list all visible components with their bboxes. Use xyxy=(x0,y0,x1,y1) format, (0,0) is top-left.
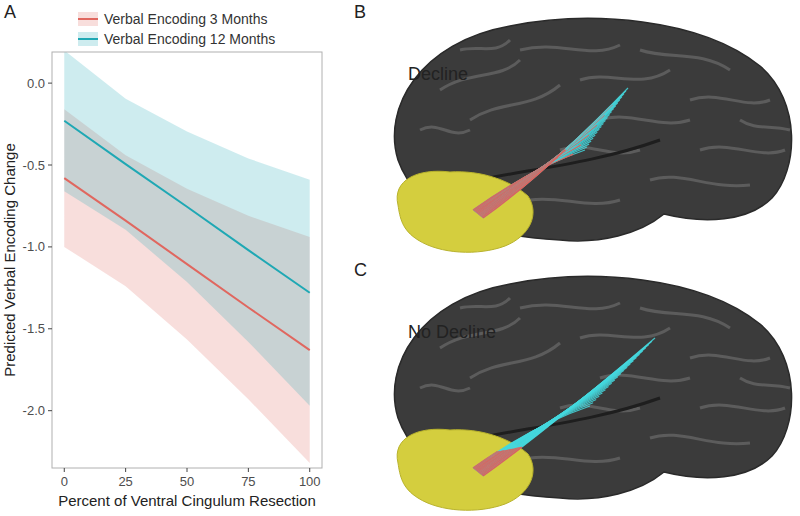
sulcus xyxy=(470,140,660,182)
y-tick-label: -1.5 xyxy=(23,321,45,336)
x-tick-label: 25 xyxy=(118,474,132,489)
x-tick xyxy=(64,468,65,472)
gyrus xyxy=(640,308,730,328)
x-tick-label: 75 xyxy=(241,474,255,489)
y-tick-label: -2.0 xyxy=(23,403,45,418)
gyrus xyxy=(650,435,750,444)
tract-fiber xyxy=(483,338,655,476)
confidence-band xyxy=(64,52,309,406)
y-tick xyxy=(48,165,52,166)
tract-fiber xyxy=(483,88,628,218)
legend-line xyxy=(78,18,98,20)
gyrus xyxy=(580,70,670,80)
gyrus xyxy=(520,303,620,309)
x-tick xyxy=(248,468,249,472)
x-tick-label: 100 xyxy=(299,474,321,489)
gyrus xyxy=(690,97,770,103)
y-tick xyxy=(48,410,52,411)
gyrus xyxy=(470,343,560,378)
gyrus xyxy=(740,378,790,388)
legend-label: Verbal Encoding 3 Months xyxy=(104,11,267,27)
tract-fiber xyxy=(483,91,626,218)
legend-line xyxy=(78,38,98,40)
tract-resected xyxy=(483,88,628,218)
tract-resected xyxy=(483,338,655,476)
tract-fiber xyxy=(482,94,624,217)
gyrus xyxy=(690,355,770,361)
trend-line xyxy=(64,121,309,293)
gyrus xyxy=(470,85,560,120)
y-tick xyxy=(48,83,52,84)
x-tick xyxy=(309,468,310,472)
legend-label: Verbal Encoding 12 Months xyxy=(104,31,275,47)
brain-panel: B Decline xyxy=(354,2,792,252)
temporal-region xyxy=(397,429,533,510)
gyrus xyxy=(420,385,470,391)
x-tick-label: 0 xyxy=(61,474,68,489)
gyrus xyxy=(740,120,790,130)
panel-letter: B xyxy=(354,2,366,22)
brain-panel: C No Decline xyxy=(354,260,792,510)
gyrus xyxy=(530,199,620,204)
x-tick xyxy=(187,468,188,472)
gyrus xyxy=(640,50,730,70)
gyrus xyxy=(700,405,785,411)
x-tick-label: 50 xyxy=(180,474,194,489)
y-tick xyxy=(48,328,52,329)
legend-swatch xyxy=(78,32,98,46)
gyrus xyxy=(650,177,750,186)
gyrus xyxy=(580,328,670,338)
plot-area xyxy=(64,52,309,463)
gyrus xyxy=(700,147,785,153)
plot-frame xyxy=(52,52,322,468)
y-tick-label: -1.0 xyxy=(23,239,45,254)
y-tick-label: -0.5 xyxy=(23,158,45,173)
x-tick xyxy=(125,468,126,472)
panel-letter: C xyxy=(354,260,367,280)
tract-resected xyxy=(482,94,624,217)
tract-resected xyxy=(483,91,626,218)
gyrus xyxy=(530,457,620,462)
sulcus xyxy=(470,398,660,440)
panel-caption: No Decline xyxy=(408,322,496,342)
y-axis-title: Predicted Verbal Encoding Change xyxy=(1,143,18,377)
gyrus xyxy=(600,117,690,123)
legend-swatch xyxy=(78,12,98,26)
gyrus xyxy=(460,40,510,50)
panel-caption: Decline xyxy=(408,64,468,84)
trend-line xyxy=(64,178,309,350)
x-axis-title: Percent of Ventral Cingulum Resection xyxy=(58,492,316,509)
gyrus xyxy=(520,45,620,51)
gyrus xyxy=(420,127,470,133)
y-tick-label: 0.0 xyxy=(27,76,45,91)
gyrus xyxy=(460,298,510,308)
panel-letter: A xyxy=(4,2,16,22)
y-tick xyxy=(48,246,52,247)
figure: A 0 25 50 75 100 0.0 -0.5 -1.0 -1.5 -2.0 Percent of… xyxy=(0,0,800,516)
